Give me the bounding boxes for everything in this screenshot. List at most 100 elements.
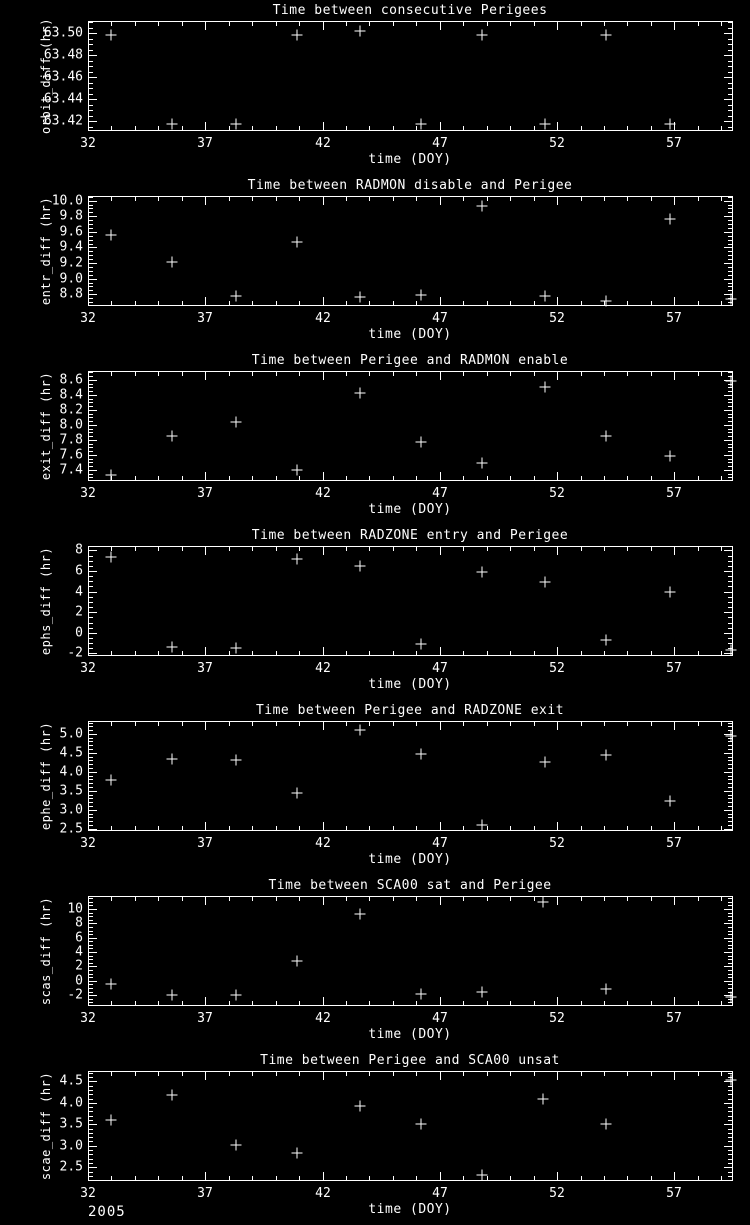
y-tick-mark	[89, 244, 93, 245]
y-tick-mark	[728, 648, 732, 649]
x-tick-mark	[346, 722, 347, 726]
y-tick-mark	[724, 232, 732, 233]
plus-marker	[539, 576, 551, 588]
y-tick-mark	[89, 607, 93, 608]
x-tick-mark	[111, 651, 112, 655]
x-tick-mark	[627, 722, 628, 726]
y-tick-mark	[89, 1002, 93, 1003]
y-tick-mark	[89, 959, 93, 960]
y-tick-mark	[728, 974, 732, 975]
y-tick-mark	[728, 764, 732, 765]
x-tick-mark	[534, 897, 535, 901]
y-tick-mark	[728, 259, 732, 260]
x-tick-mark	[393, 897, 394, 901]
y-tick-mark	[89, 814, 93, 815]
plus-marker	[476, 29, 488, 41]
y-tick-mark	[89, 798, 93, 799]
y-tick-mark	[89, 259, 93, 260]
y-tick-label: 9.6	[59, 224, 83, 240]
y-tick-mark	[728, 814, 732, 815]
y-tick-mark	[728, 628, 732, 629]
plus-marker	[291, 553, 303, 565]
plus-marker	[725, 644, 737, 656]
y-tick-mark	[728, 459, 732, 460]
y-tick-mark	[728, 726, 732, 727]
y-tick-mark	[728, 384, 732, 385]
y-tick-mark	[89, 421, 93, 422]
y-tick-mark	[89, 776, 93, 777]
x-tick-mark	[369, 826, 370, 830]
y-tick-mark	[89, 459, 93, 460]
x-tick-mark	[557, 547, 558, 555]
x-tick-mark	[158, 651, 159, 655]
x-tick-mark	[674, 997, 675, 1005]
x-tick-mark	[111, 197, 112, 201]
x-tick-mark	[604, 651, 605, 655]
x-tick-mark	[323, 1072, 324, 1080]
y-tick-mark	[89, 451, 93, 452]
y-tick-mark	[89, 920, 93, 921]
y-tick-mark	[728, 745, 732, 746]
y-tick-mark	[89, 1073, 93, 1074]
y-tick-mark	[724, 1167, 732, 1168]
x-tick-mark	[111, 547, 112, 551]
y-tick-mark	[724, 966, 732, 967]
x-tick-mark	[346, 1176, 347, 1180]
x-tick-mark	[182, 372, 183, 376]
x-tick-label: 57	[666, 486, 682, 501]
plus-marker	[664, 586, 676, 598]
y-tick-mark	[89, 99, 97, 100]
x-tick-mark	[111, 1176, 112, 1180]
y-tick-mark	[728, 984, 732, 985]
x-tick-mark	[393, 1001, 394, 1005]
x-tick-mark	[698, 897, 699, 901]
x-tick-mark	[698, 1072, 699, 1076]
plus-marker	[230, 416, 242, 428]
x-tick-label: 37	[197, 311, 213, 326]
x-tick-mark	[111, 722, 112, 726]
y-tick-mark	[728, 768, 732, 769]
x-tick-mark	[463, 197, 464, 201]
y-tick-mark	[89, 402, 93, 403]
x-tick-mark	[440, 472, 441, 480]
x-tick-mark	[346, 547, 347, 551]
y-axis-label: ephs_diff (hr)	[39, 546, 53, 656]
y-tick-mark	[728, 959, 732, 960]
x-tick-mark	[557, 997, 558, 1005]
x-tick-mark	[135, 1176, 136, 1180]
x-tick-mark	[369, 126, 370, 130]
y-tick-mark	[728, 795, 732, 796]
x-tick-label: 52	[549, 311, 565, 326]
x-tick-mark	[158, 1176, 159, 1180]
x-tick-mark	[721, 897, 722, 901]
y-tick-mark	[89, 286, 93, 287]
x-tick-mark	[510, 476, 511, 480]
x-tick-mark	[627, 1176, 628, 1180]
y-tick-mark	[728, 208, 732, 209]
y-tick-mark	[724, 995, 732, 996]
y-tick-mark	[89, 1146, 97, 1147]
x-tick-mark	[627, 372, 628, 376]
y-tick-label: 10.0	[51, 193, 83, 209]
plot-frame	[88, 21, 733, 131]
plus-marker	[476, 1169, 488, 1181]
y-tick-label: 3.5	[59, 1116, 83, 1132]
x-tick-label: 42	[315, 1011, 331, 1026]
x-tick-mark	[534, 722, 535, 726]
x-tick-mark	[252, 476, 253, 480]
y-tick-mark	[89, 749, 93, 750]
x-tick-label: 52	[549, 136, 565, 151]
x-tick-mark	[534, 826, 535, 830]
x-tick-label: 37	[197, 1186, 213, 1201]
x-tick-mark	[510, 547, 511, 551]
plus-marker	[230, 754, 242, 766]
plus-marker	[600, 29, 612, 41]
plot-title: Time between Perigee and RADZONE exit	[255, 703, 565, 718]
x-tick-mark	[463, 301, 464, 305]
x-tick-mark	[651, 126, 652, 130]
y-tick-mark	[89, 429, 93, 430]
plus-marker	[415, 436, 427, 448]
plot-panel-5: Time between SCA00 sat and Perigee 32 37 42…	[0, 875, 750, 1050]
y-tick-mark	[89, 255, 93, 256]
x-tick-mark	[534, 197, 535, 201]
